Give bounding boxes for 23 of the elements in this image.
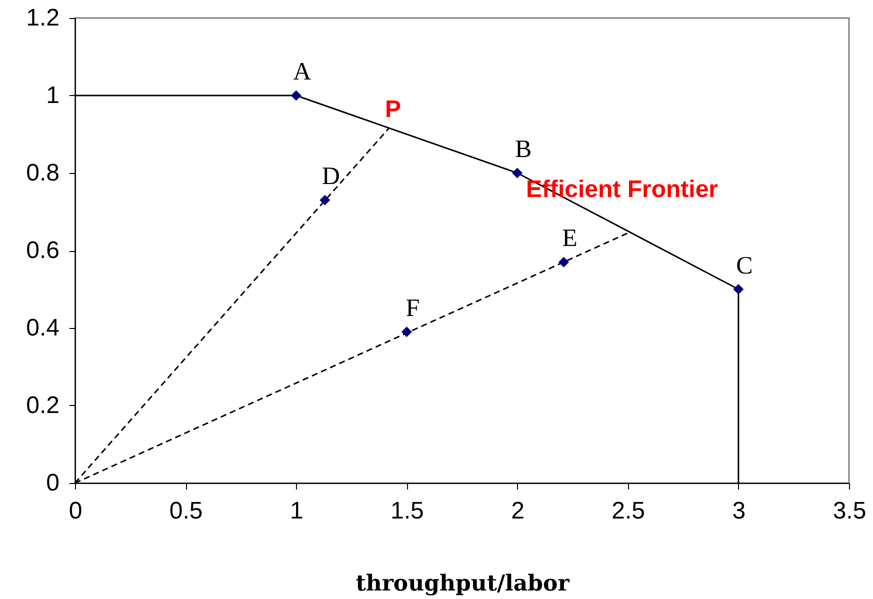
y-tick-label: 0.8	[26, 160, 60, 186]
x-tick-label: 1	[290, 498, 304, 524]
y-tick-label: 0.4	[26, 314, 60, 342]
x-tick-label: 1.5	[390, 498, 424, 524]
y-tick-label: 1.2	[26, 4, 60, 32]
x-tick-label: 0.5	[169, 498, 203, 524]
x-axis-title: throughput/labor	[356, 570, 570, 596]
x-tick-label: 3	[732, 498, 746, 524]
data-label: D	[322, 163, 340, 190]
y-tick-label: 1	[46, 82, 60, 109]
annotation: P	[385, 96, 402, 124]
x-tick-label: 2	[511, 498, 524, 524]
y-tick-label: 0.6	[26, 237, 60, 264]
y-tick-label: 0	[46, 470, 60, 496]
data-label: E	[562, 225, 578, 252]
data-label: F	[406, 294, 420, 322]
x-tick-label: 2.5	[612, 498, 646, 524]
data-label: C	[736, 252, 753, 280]
data-label: B	[514, 136, 532, 163]
data-label: A	[293, 58, 312, 86]
x-tick-label: 3.5	[832, 498, 866, 524]
x-tick-label: 0	[68, 498, 82, 524]
y-tick-label: 0.2	[26, 392, 60, 419]
